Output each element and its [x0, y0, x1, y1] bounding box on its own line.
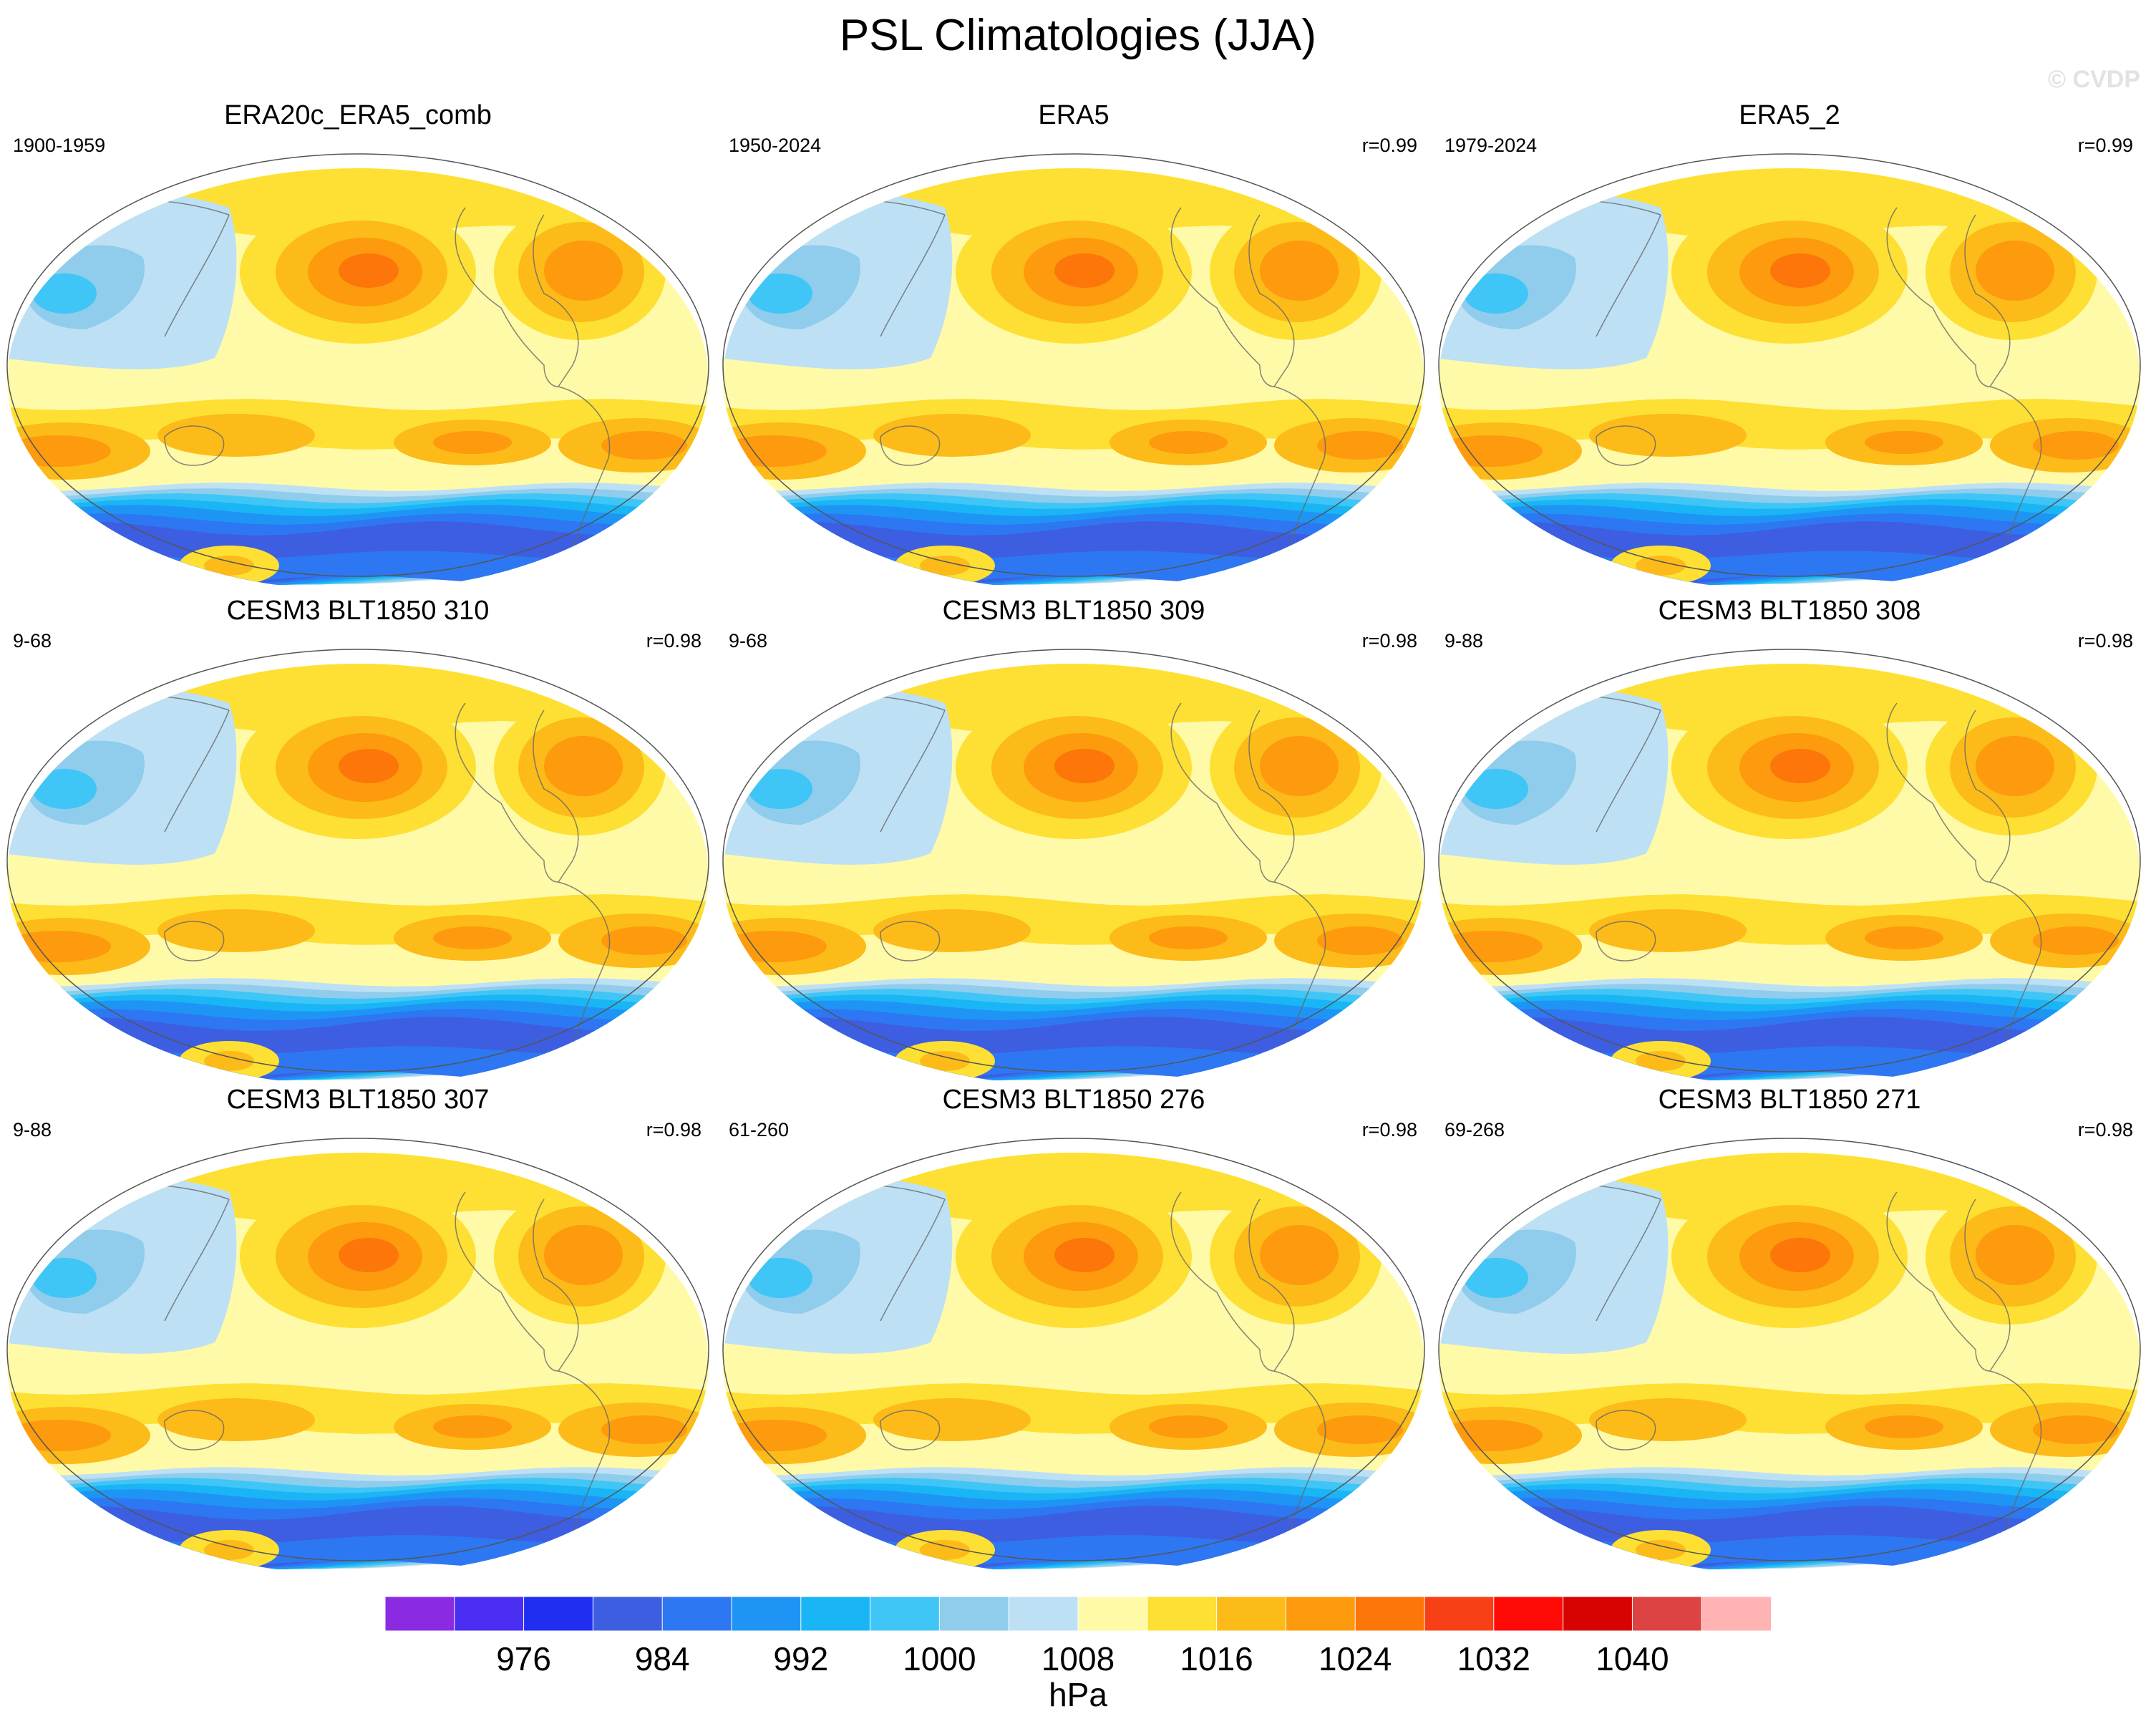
colorbar-swatch [1008, 1597, 1079, 1632]
colorbar: hPa 976 984 992 1000 1008 1016 1024 1032 1040 [0, 1597, 2156, 1729]
colorbar-tick-label: 976 [496, 1640, 551, 1677]
panel-correlation: r=0.98 [2077, 630, 2133, 652]
panel-year-range: 1950-2024 [729, 135, 822, 156]
colorbar-swatch [1424, 1597, 1495, 1632]
panel-year-range: 69-268 [1444, 1119, 1505, 1140]
colorbar-tick-label: 984 [634, 1640, 690, 1677]
colorbar-swatch [1701, 1597, 1771, 1632]
panel-correlation: r=0.98 [1361, 630, 1417, 652]
map-panel: CESM3 BLT1850 310 9-68 r=0.98 [0, 596, 716, 1090]
colorbar-swatch [592, 1597, 664, 1632]
colorbar-tick-label: 1016 [1180, 1640, 1253, 1677]
colorbar-swatch [1354, 1597, 1425, 1632]
colorbar-tick-label: 1000 [903, 1640, 976, 1677]
cvdp-watermark: © CVDP [2048, 66, 2140, 93]
panel-title: ERA5_2 [1739, 100, 1840, 130]
panel-correlation: r=0.98 [2077, 1119, 2133, 1140]
panel-title: CESM3 BLT1850 309 [942, 596, 1205, 626]
panel-year-range: 61-260 [729, 1119, 790, 1140]
colorbar-swatch [731, 1597, 802, 1632]
colorbar-swatch [1216, 1597, 1287, 1632]
colorbar-tick-label: 1040 [1596, 1640, 1669, 1677]
panel-title: CESM3 BLT1850 276 [942, 1085, 1205, 1115]
map-panel: CESM3 BLT1850 308 9-88 r=0.98 [1432, 596, 2147, 1090]
panel-title: ERA5 [1038, 100, 1109, 130]
map-panel: ERA20c_ERA5_comb 1900-1959 [0, 100, 716, 594]
colorbar-swatch [938, 1597, 1010, 1632]
psl-map [6, 153, 709, 587]
colorbar-swatch [1493, 1597, 1564, 1632]
psl-map [1438, 1138, 2141, 1571]
psl-map [1438, 649, 2141, 1083]
figure-title: PSL Climatologies (JJA) [839, 11, 1317, 60]
map-panel: ERA5 1950-2024 r=0.99 [716, 100, 1432, 594]
colorbar-tick-label: 1024 [1319, 1640, 1392, 1677]
psl-map [1438, 153, 2141, 587]
panel-year-range: 9-88 [1444, 630, 1484, 652]
colorbar-bar [385, 1597, 1771, 1632]
panel-year-range: 1900-1959 [13, 135, 106, 156]
psl-map [722, 649, 1425, 1083]
colorbar-swatch [800, 1597, 871, 1632]
colorbar-tick-label: 992 [773, 1640, 829, 1677]
colorbar-swatch [454, 1597, 525, 1632]
map-panel: CESM3 BLT1850 271 69-268 r=0.98 [1432, 1085, 2147, 1579]
colorbar-swatch [1563, 1597, 1633, 1632]
psl-map [722, 1138, 1425, 1571]
colorbar-swatch [870, 1597, 941, 1632]
panel-correlation: r=0.98 [1361, 1119, 1417, 1140]
colorbar-tick-label: 1008 [1041, 1640, 1115, 1677]
colorbar-tick-label: 1032 [1457, 1640, 1530, 1677]
panel-correlation: r=0.98 [646, 630, 701, 652]
panel-year-range: 9-68 [13, 630, 52, 652]
map-panel: CESM3 BLT1850 307 9-88 r=0.98 [0, 1085, 716, 1579]
colorbar-swatch [1077, 1597, 1148, 1632]
psl-map [722, 153, 1425, 587]
psl-map [6, 649, 709, 1083]
colorbar-swatch [385, 1597, 455, 1632]
panel-title: CESM3 BLT1850 310 [226, 596, 490, 626]
panel-year-range: 1979-2024 [1444, 135, 1538, 156]
panel-title: CESM3 BLT1850 271 [1658, 1085, 1921, 1115]
colorbar-swatch [661, 1597, 733, 1632]
colorbar-swatch [523, 1597, 594, 1632]
panel-title: ERA20c_ERA5_comb [224, 100, 492, 130]
colorbar-swatch [1147, 1597, 1218, 1632]
psl-map [6, 1138, 709, 1571]
panel-title: CESM3 BLT1850 308 [1658, 596, 1921, 626]
map-panel: ERA5_2 1979-2024 r=0.99 [1432, 100, 2147, 594]
panel-title: CESM3 BLT1850 307 [226, 1085, 490, 1115]
colorbar-units: hPa [1049, 1676, 1107, 1713]
panel-year-range: 9-88 [13, 1119, 52, 1140]
panel-correlation: r=0.98 [646, 1119, 701, 1140]
panel-correlation: r=0.99 [1361, 135, 1417, 156]
colorbar-swatch [1285, 1597, 1356, 1632]
map-panel: CESM3 BLT1850 309 9-68 r=0.98 [716, 596, 1432, 1090]
panel-year-range: 9-68 [729, 630, 768, 652]
map-panel: CESM3 BLT1850 276 61-260 r=0.98 [716, 1085, 1432, 1579]
panel-correlation: r=0.99 [2077, 135, 2133, 156]
colorbar-swatch [1631, 1597, 1703, 1632]
